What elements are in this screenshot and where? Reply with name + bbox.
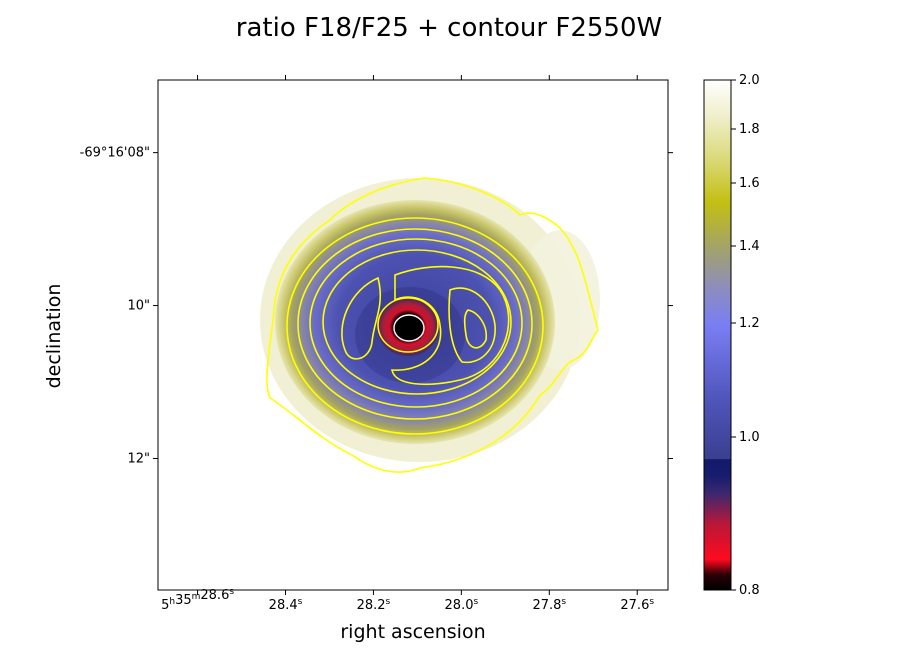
colorbar-tick-label: 1.8 [739, 122, 760, 137]
contour-core-outer [377, 297, 439, 353]
contour-6 [391, 265, 510, 386]
contour-2 [286, 217, 544, 435]
x-axis: 5h35m28.6s 28.4s 28.2s 28.0s 27.8s 27.6s [161, 75, 654, 613]
x-tick-label: 5h35m28.6s [161, 587, 234, 613]
core-saturated [397, 317, 421, 339]
contour-core-inner [393, 314, 425, 342]
y-tick-label: -69°16'08" [80, 146, 150, 161]
colorbar-tick-label: 2.0 [739, 73, 760, 88]
plot-frame [157, 79, 669, 591]
colorbar-ticks: 0.8 1.0 1.2 1.4 1.6 1.8 2.0 [731, 73, 760, 598]
x-tick-label: 28.0s [445, 597, 479, 613]
x-tick-label: 28.4s [269, 597, 303, 613]
colorbar [703, 79, 732, 591]
colorbar-tick-label: 1.6 [739, 176, 760, 191]
colorbar-tick-label: 1.0 [739, 430, 760, 445]
contour-4 [309, 238, 523, 408]
colorbar-tick-label: 0.8 [739, 583, 760, 598]
contour-outer [266, 177, 599, 473]
y-axis: -69°16'08" 10" 12" [80, 146, 673, 466]
x-axis-label: right ascension [340, 621, 485, 643]
x-tick-label: 28.2s [357, 597, 391, 613]
contour-3 [297, 228, 533, 420]
colorbar-tick-label: 1.4 [739, 239, 760, 254]
x-tick-label: 27.6s [620, 597, 654, 613]
chart-title: ratio F18/F25 + contour F2550W [236, 13, 662, 43]
y-axis-label: declination [43, 284, 65, 389]
y-tick-label: 10" [127, 299, 150, 314]
x-tick-label: 27.8s [532, 597, 566, 613]
contours [266, 177, 599, 473]
heatmap-image [260, 177, 600, 473]
contour-5 [322, 249, 512, 395]
contour-east [448, 287, 496, 364]
y-tick-label: 12" [127, 451, 150, 466]
contour-west [341, 276, 382, 360]
colorbar-tick-label: 1.2 [739, 316, 760, 331]
contour-east-inner [463, 309, 488, 349]
